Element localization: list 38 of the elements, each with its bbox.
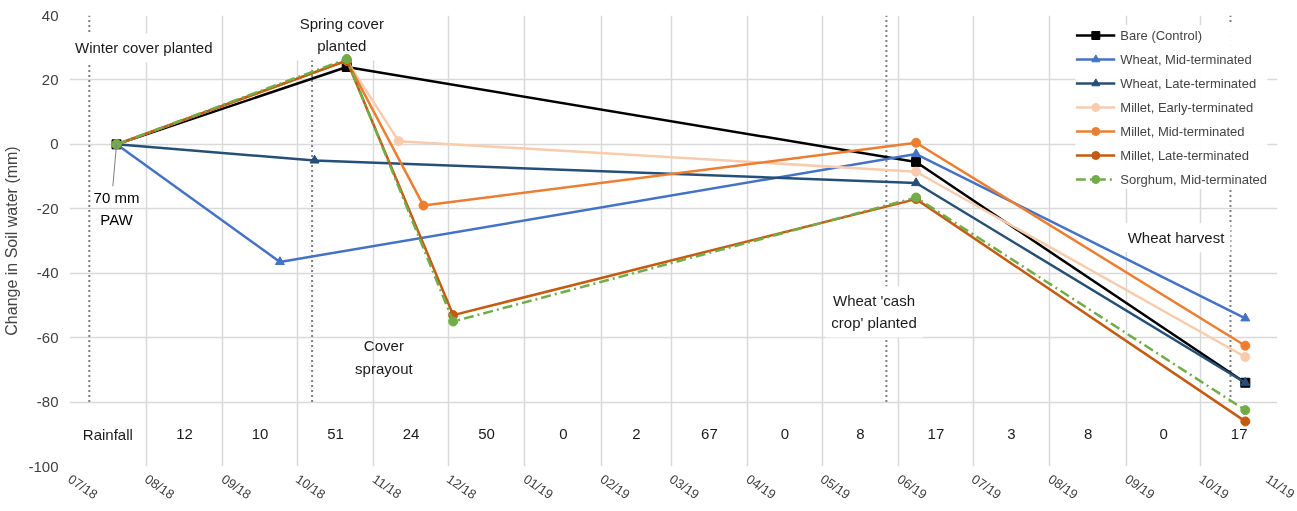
annotation: 51	[327, 425, 344, 443]
ref-line-label: Spring cover planted	[299, 15, 384, 55]
legend-label: Wheat, Mid-terminated	[1120, 50, 1252, 68]
annotation: 50	[478, 425, 495, 443]
legend-label: Millet, Mid-terminated	[1120, 122, 1245, 140]
y-tick-label: 40	[41, 6, 59, 24]
y-tick-label: -40	[36, 264, 59, 282]
legend-label: Sorghum, Mid-terminated	[1120, 170, 1267, 188]
annotation: Rainfall	[82, 425, 133, 443]
y-tick-label: 0	[50, 135, 59, 153]
ref-line-label: Wheat harvest	[1127, 229, 1226, 247]
ref-line-label: Wheat 'cash crop' planted	[831, 292, 917, 332]
legend-label: Wheat, Late-terminated	[1120, 74, 1257, 92]
annotation: 24	[402, 425, 420, 443]
annotation: 70 mm PAW	[93, 189, 140, 229]
annotation: 17	[927, 425, 945, 443]
legend-label: Bare (Control)	[1120, 26, 1202, 44]
y-tick-label: 20	[41, 70, 59, 88]
annotation: 12	[176, 425, 193, 443]
annotation: 8	[856, 425, 865, 443]
y-tick-label: -100	[28, 457, 59, 475]
y-tick-label: -80	[36, 393, 59, 411]
y-tick-label: -20	[36, 199, 59, 217]
annotation: 8	[1083, 425, 1093, 443]
annotation: 0	[1159, 425, 1168, 443]
annotation: 0	[780, 425, 790, 443]
annotation: Cover sprayout	[355, 337, 414, 377]
annotation: 3	[1007, 425, 1016, 443]
annotation: 17	[1230, 425, 1248, 443]
legend-label: Millet, Late-terminated	[1120, 146, 1249, 164]
ref-line-label: Winter cover planted	[74, 39, 213, 57]
annotation: 67	[701, 425, 718, 443]
y-axis-title: Change in Soil water (mm)	[3, 146, 21, 336]
legend-label: Millet, Early-terminated	[1120, 98, 1254, 116]
annotation: 0	[559, 425, 568, 443]
annotation: 10	[251, 425, 269, 443]
annotation: 2	[632, 425, 641, 443]
y-tick-label: -60	[36, 328, 59, 346]
